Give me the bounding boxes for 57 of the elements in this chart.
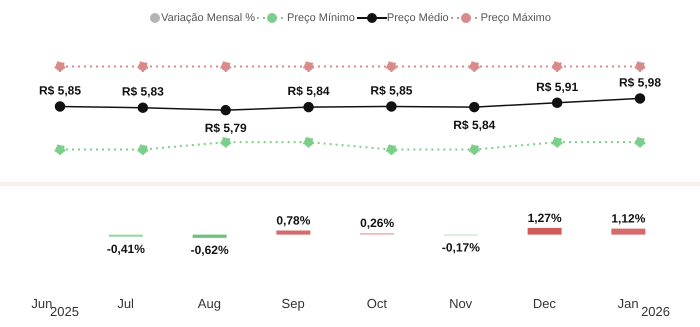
point: [54, 60, 66, 72]
point: [552, 136, 563, 148]
legend-label: Preço Máximo: [480, 12, 551, 24]
data-label: -0,62%: [190, 242, 229, 257]
x-tick-label: Jan: [618, 296, 639, 312]
data-label: -0,17%: [442, 240, 480, 255]
x-tick-label: Nov: [449, 296, 473, 312]
point: [469, 102, 480, 112]
x-tick-label: Sep: [282, 296, 305, 312]
point: [220, 136, 232, 148]
legend-label: Preço Médio: [386, 12, 449, 24]
x-tick-label: Dec: [532, 296, 556, 312]
point: [220, 104, 231, 116]
point: [386, 144, 397, 156]
point: [468, 144, 480, 156]
data-label: 0,26%: [360, 216, 394, 230]
point: [634, 60, 646, 72]
point: [552, 60, 563, 72]
data-label: 1,27%: [528, 210, 562, 225]
data-label: R$ 5,98: [618, 75, 662, 90]
point: [137, 60, 148, 72]
bar: [276, 230, 310, 235]
point: [468, 60, 480, 72]
x-tick-label: Jun: [31, 296, 52, 312]
data-label: 0,78%: [276, 213, 311, 228]
data-label: R$ 5,85: [370, 83, 413, 98]
text: 2025: [50, 304, 79, 319]
point: [386, 60, 397, 72]
bar: [611, 228, 646, 235]
data-label: 1,12%: [611, 212, 646, 226]
data-label: R$ 5,79: [204, 121, 248, 136]
point: [54, 101, 66, 112]
point: [303, 102, 314, 112]
point: [303, 60, 314, 72]
legend-label: Preço Mínimo: [287, 12, 355, 24]
point: [54, 144, 66, 156]
point: [138, 102, 148, 113]
point: [386, 101, 397, 112]
x-tick-label: Oct: [366, 296, 388, 312]
text: Variação Mensal %: [161, 12, 256, 24]
point: [634, 136, 646, 148]
point: [220, 60, 232, 72]
data-label: R$ 5,91: [536, 80, 578, 94]
data-label: -0,41%: [106, 242, 146, 256]
point: [303, 136, 314, 148]
x-tick-label: Jul: [117, 296, 134, 312]
point: [634, 93, 646, 104]
point: [137, 144, 148, 156]
bar: [192, 234, 227, 238]
data-label: R$ 5,83: [122, 84, 164, 99]
data-label: R$ 5,85: [38, 83, 82, 98]
text: 2026: [641, 304, 670, 319]
point: [552, 98, 562, 108]
x-tick-label: Aug: [198, 296, 221, 312]
data-label: R$ 5,84: [453, 118, 496, 132]
bar: [528, 228, 562, 235]
data-label: R$ 5,84: [288, 84, 330, 98]
